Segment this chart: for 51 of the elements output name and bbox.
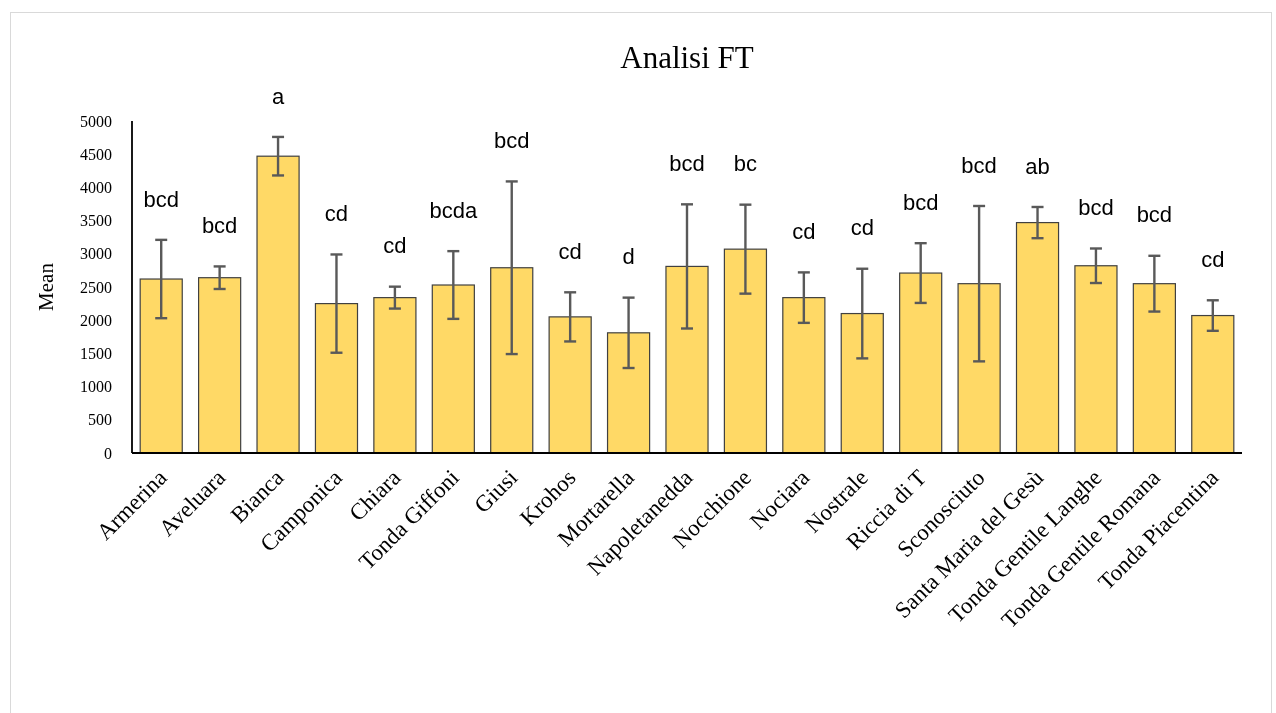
annotation: bcd <box>201 213 238 239</box>
y-tick-label: 3000 <box>80 245 112 263</box>
bar <box>490 267 534 454</box>
text: a <box>271 83 285 109</box>
annotation: bcd <box>669 151 705 177</box>
bar <box>665 265 709 454</box>
bar <box>899 272 943 454</box>
bar <box>548 316 592 454</box>
annotation: d <box>622 244 635 270</box>
y-tick-label: 4000 <box>80 179 112 196</box>
bar <box>256 155 300 454</box>
bar <box>1132 283 1176 454</box>
y-tick-label: 5000 <box>80 112 112 130</box>
annotation: cd <box>792 219 816 245</box>
y-tick-label: 1000 <box>80 378 112 396</box>
y-axis-title: Mean <box>34 262 58 311</box>
annotation: cd <box>1201 246 1225 272</box>
annotation: bcd <box>1136 202 1173 228</box>
bar <box>314 303 359 454</box>
y-tick-label: 2500 <box>80 278 112 296</box>
y-tick-label: 500 <box>88 411 112 429</box>
y-tick-label: 2000 <box>80 311 112 329</box>
bar <box>840 312 884 454</box>
bar <box>373 297 417 454</box>
bar <box>198 277 242 454</box>
y-tick-label: 4500 <box>80 145 112 163</box>
bar <box>723 248 768 454</box>
annotation: cd <box>850 215 874 241</box>
annotation: bcd <box>902 189 939 215</box>
annotation: bcd <box>1078 195 1114 221</box>
bar <box>1015 221 1060 454</box>
y-tick-label: 0 <box>104 444 112 462</box>
annotation: ab <box>1025 153 1050 179</box>
annotation: bcd <box>143 186 179 212</box>
annotation: cd <box>324 201 349 227</box>
y-tick-label: 1500 <box>80 345 112 362</box>
bar <box>606 332 651 454</box>
bar <box>957 283 1001 454</box>
chart-title: Analisi FT <box>620 40 754 75</box>
bar <box>1191 314 1235 454</box>
annotation: bcda <box>429 197 478 223</box>
y-tick-label: 3500 <box>80 212 112 230</box>
annotation: bcd <box>493 128 530 154</box>
bar <box>1074 265 1118 454</box>
bar <box>782 297 826 454</box>
annotation: cd <box>383 233 407 259</box>
annotation: cd <box>558 239 582 265</box>
annotation: bcd <box>961 152 997 178</box>
bar <box>431 284 475 454</box>
bar <box>139 278 183 454</box>
annotation: bc <box>733 151 758 177</box>
